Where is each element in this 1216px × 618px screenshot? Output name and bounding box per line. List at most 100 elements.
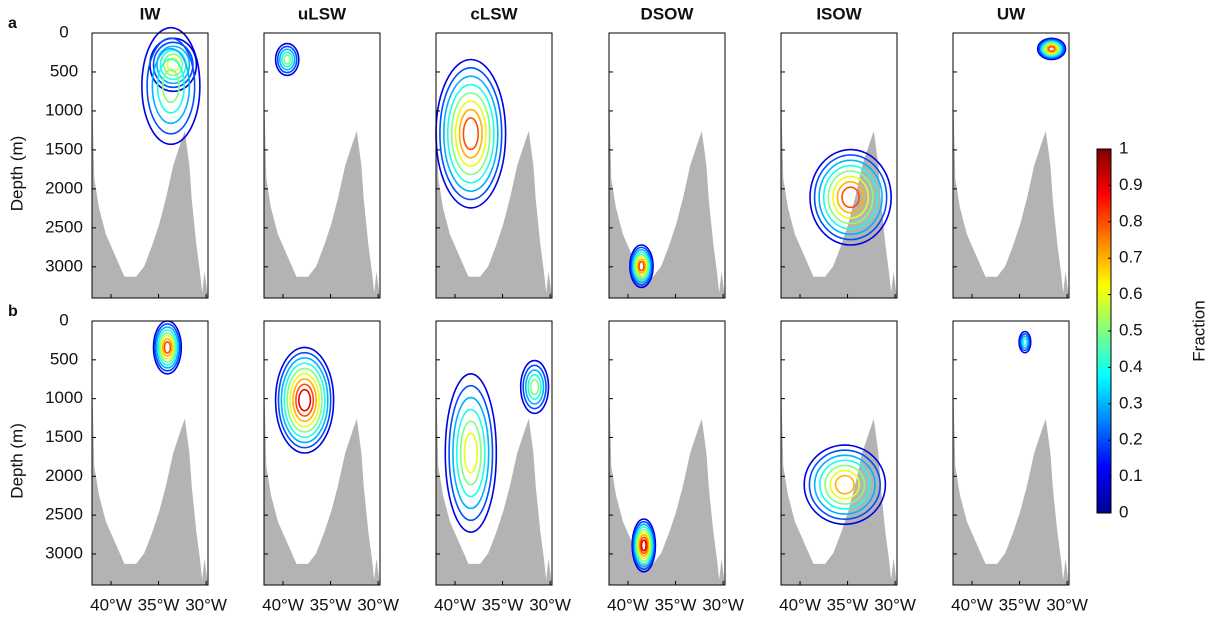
colorbar-tick-label: 0 (1119, 502, 1128, 521)
contour-line (295, 383, 315, 417)
y-tick-label: 1500 (45, 139, 83, 158)
y-tick-label: 0 (59, 310, 68, 329)
contour-line (827, 170, 874, 225)
y-tick-label: 2000 (45, 178, 83, 197)
colorbar-tick-label: 0.3 (1119, 393, 1143, 412)
contour-line (278, 48, 296, 71)
contour-line (154, 323, 181, 372)
contour-line (450, 92, 491, 176)
contour-line (813, 154, 888, 241)
plot-frame (780, 320, 898, 586)
y-tick-label: 0 (59, 22, 68, 41)
bathymetry (781, 373, 897, 585)
contour-line (297, 388, 312, 412)
contour-line (829, 469, 861, 500)
contour-line (634, 526, 653, 565)
contour-line (281, 51, 294, 68)
contour-line (463, 432, 478, 474)
contour-line (1020, 335, 1029, 349)
plot-frame (780, 32, 898, 299)
x-tick-label: 35°W (999, 595, 1041, 614)
contour-line (636, 528, 652, 563)
y-tick-label: 500 (50, 61, 78, 80)
plot-frame (608, 32, 726, 299)
contour-line (632, 520, 656, 570)
panel: 40°W 35°W 30°W (262, 320, 399, 614)
contour-line (808, 449, 881, 520)
contour-line (824, 464, 866, 505)
panel: 40°W 35°W 30°W (951, 320, 1088, 614)
plot-frame (263, 32, 381, 299)
panel-title: uLSW (298, 4, 347, 23)
bathymetry (781, 86, 897, 298)
contour-line (631, 518, 657, 573)
contour-line (524, 369, 545, 405)
plot-frame (263, 320, 381, 586)
colorbar-tick-label: 1 (1119, 138, 1128, 157)
contour-line (633, 523, 654, 568)
contour-line (818, 159, 883, 236)
contour-line (289, 372, 320, 428)
contour-line (813, 454, 876, 515)
bathymetry (92, 373, 208, 585)
panel: 40°W 35°W 30°W (779, 320, 916, 614)
contour-line (156, 58, 186, 114)
contour-line (529, 378, 540, 396)
panel: uLSW (263, 4, 381, 299)
x-tick-label: 40°W (779, 595, 821, 614)
x-tick-label: 30°W (357, 595, 399, 614)
panel: cLSW (435, 4, 553, 299)
x-tick-label: 35°W (482, 595, 524, 614)
contour-line (455, 408, 486, 498)
colorbar-tick-label: 0.9 (1119, 175, 1143, 194)
bathymetry (264, 86, 380, 298)
bathymetry (264, 373, 380, 585)
contour-line (809, 148, 892, 246)
y-axis-label: Depth (m) (7, 136, 26, 212)
contour-line (1038, 38, 1065, 60)
contour-line (1047, 45, 1056, 52)
panel-title: UW (997, 4, 1026, 23)
contour-line (832, 175, 870, 219)
x-tick-label: 35°W (310, 595, 352, 614)
y-tick-label: 3000 (45, 256, 83, 275)
panel: 40°W 35°W 30°W (434, 320, 571, 614)
contour-line (1044, 43, 1059, 55)
x-tick-label: 40°W (607, 595, 649, 614)
contour-line (636, 258, 647, 274)
contour-line (446, 83, 495, 184)
panel: 40°W 35°W 30°W (607, 320, 744, 614)
contour-line (439, 67, 503, 201)
plot-frame (435, 320, 553, 586)
contour-line (151, 47, 191, 125)
x-tick-label: 30°W (702, 595, 744, 614)
contour-line (637, 531, 651, 560)
contour-line (640, 539, 647, 552)
contour-line (629, 244, 654, 289)
colorbar-tick-label: 0.1 (1119, 466, 1143, 485)
contour-line (283, 362, 326, 438)
y-tick-label: 2500 (45, 217, 83, 236)
panel-title: cLSW (470, 4, 518, 23)
plot-frame (608, 320, 726, 586)
bathymetry (436, 86, 552, 298)
y-tick-label: 2500 (45, 505, 83, 524)
contour-line (283, 54, 292, 65)
x-tick-label: 30°W (874, 595, 916, 614)
x-tick-label: 35°W (138, 595, 180, 614)
contour-line (155, 326, 179, 369)
plot-frame (952, 32, 1070, 299)
plot-frame (91, 320, 209, 586)
x-tick-label: 35°W (655, 595, 697, 614)
bathymetry (436, 373, 552, 585)
y-tick-label: 3000 (45, 543, 83, 562)
y-tick-label: 1500 (45, 427, 83, 446)
contour-line (1046, 44, 1057, 54)
contour-line (634, 253, 649, 279)
contour-line (459, 420, 482, 486)
contour-line (156, 45, 191, 85)
contour-line (836, 180, 865, 214)
contour-line (803, 444, 887, 526)
contour-line (454, 100, 487, 167)
